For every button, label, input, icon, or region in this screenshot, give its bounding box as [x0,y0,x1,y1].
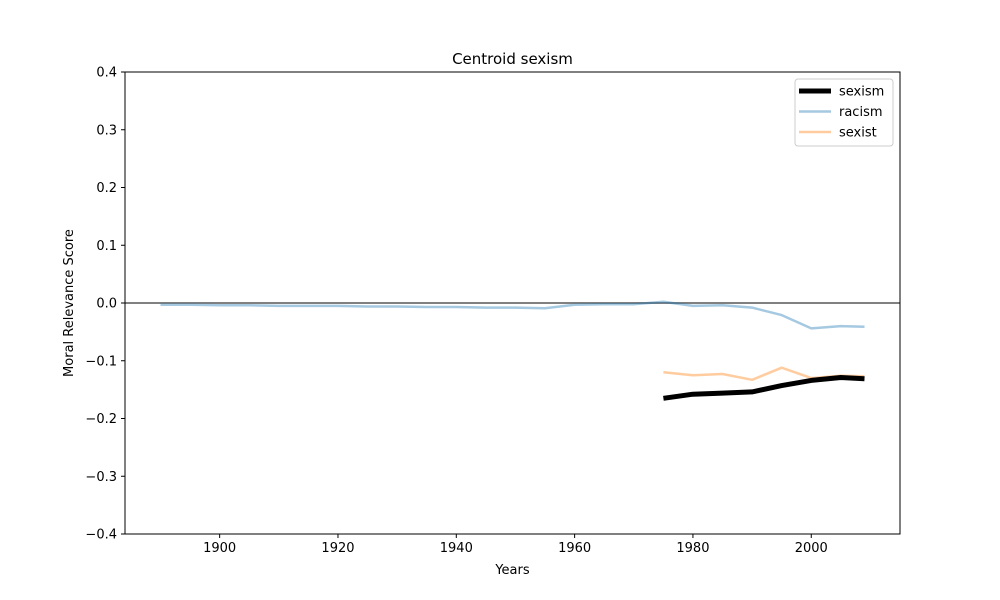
x-tick-label: 2000 [795,541,828,556]
y-tick-label: −0.3 [85,470,117,485]
axes-frame [124,71,901,535]
legend-entries: sexism racism sexist [799,85,884,141]
y-axis-label: Moral Relevance Score [62,229,77,377]
y-tick-label: 0.2 [96,181,117,196]
y-tick-label: −0.2 [85,412,117,427]
series-line-racism [160,300,865,330]
y-tick-label: −0.4 [85,528,117,543]
series-lines [160,300,865,401]
y-tick-label: 0.0 [96,297,117,312]
y-tick-label: 0.4 [96,66,117,81]
x-tick-label: 1960 [558,541,591,556]
legend: sexism racism sexist [794,78,894,147]
y-tick-label: 0.1 [96,239,117,254]
x-tick-label: 1900 [203,541,236,556]
x-axis-label: Years [494,563,530,578]
y-tick-label: −0.1 [85,354,117,369]
x-tick-label: 1980 [676,541,709,556]
legend-box [794,78,894,147]
y-tick-label: 0.3 [96,123,117,138]
legend-label-sexist: sexist [839,126,877,141]
legend-label-sexism: sexism [839,85,884,100]
x-tick-label: 1920 [321,541,354,556]
series-line-sexism [663,375,865,401]
x-tick-label: 1940 [440,541,473,556]
axis-ticks: 1900 1920 1940 1960 1980 2000 −0.4 −0.3 −0.2 −0.1… [85,66,827,557]
chart-title: Centroid sexism [452,50,573,68]
legend-label-racism: racism [839,105,883,120]
